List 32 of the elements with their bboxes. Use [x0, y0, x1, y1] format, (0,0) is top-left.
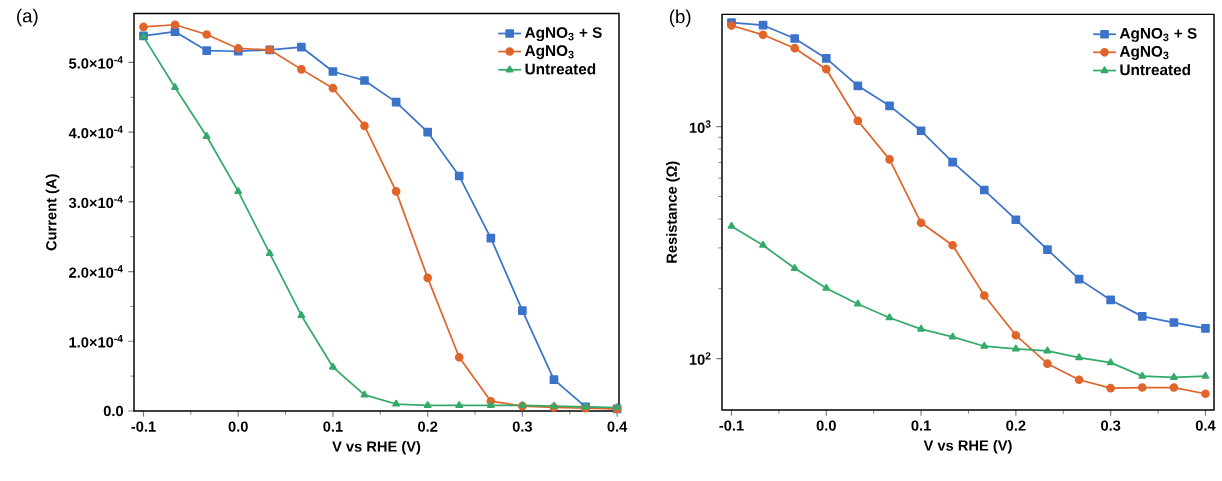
x-tick-label: 0.4 — [1195, 420, 1216, 431]
x-tick-label: 0.1 — [911, 420, 931, 431]
x-axis-title: V vs RHE (V) — [923, 439, 1012, 454]
x-tick-label: 0.3 — [1101, 420, 1121, 431]
chart-title: (b) — [669, 9, 691, 27]
x-axis-title: V vs RHE (V) — [332, 440, 421, 455]
y-tick-label: 3.0×10$^{-4}$ — [68, 195, 123, 209]
chart-title: (a) — [17, 8, 38, 27]
legend-label: AgNO$_{3}$ — [524, 45, 574, 60]
y-tick-label: 2.0×10$^{-4}$ — [69, 265, 123, 278]
x-tick-label: -0.1 — [131, 421, 156, 432]
x-tick-label: 0.0 — [816, 420, 836, 431]
x-tick-label: -0.1 — [719, 420, 744, 431]
legend-label: Untreated — [1120, 63, 1190, 76]
y-axis-title: Current (A) — [45, 174, 60, 251]
y-tick-label: 10$^{2}$ — [689, 352, 711, 365]
legend-label: AgNO$_{3}$ — [1119, 45, 1169, 60]
y-axis-title: Resistance (Ω) — [666, 161, 680, 263]
x-tick-label: 0.3 — [512, 421, 533, 432]
y-tick-label: 0.0 — [103, 405, 123, 417]
x-tick-label: 0.4 — [607, 421, 628, 432]
y-tick-label: 1.0×10$^{-4}$ — [69, 335, 123, 348]
x-tick-label: 0.1 — [323, 421, 343, 432]
x-tick-label: 0.0 — [228, 421, 248, 432]
x-tick-label: 0.2 — [418, 421, 438, 432]
y-tick-label: 10$^{3}$ — [689, 120, 711, 133]
y-tick-label: 5.0×10$^{-4}$ — [69, 56, 123, 69]
x-tick-label: 0.2 — [1006, 420, 1026, 431]
legend-label: AgNO$_{3}$ + S — [1119, 27, 1197, 42]
legend-label: Untreated — [525, 63, 596, 75]
legend-label: AgNO$_{3}$ + S — [524, 27, 602, 42]
y-tick-label: 4.0×10$^{-4}$ — [68, 125, 123, 139]
